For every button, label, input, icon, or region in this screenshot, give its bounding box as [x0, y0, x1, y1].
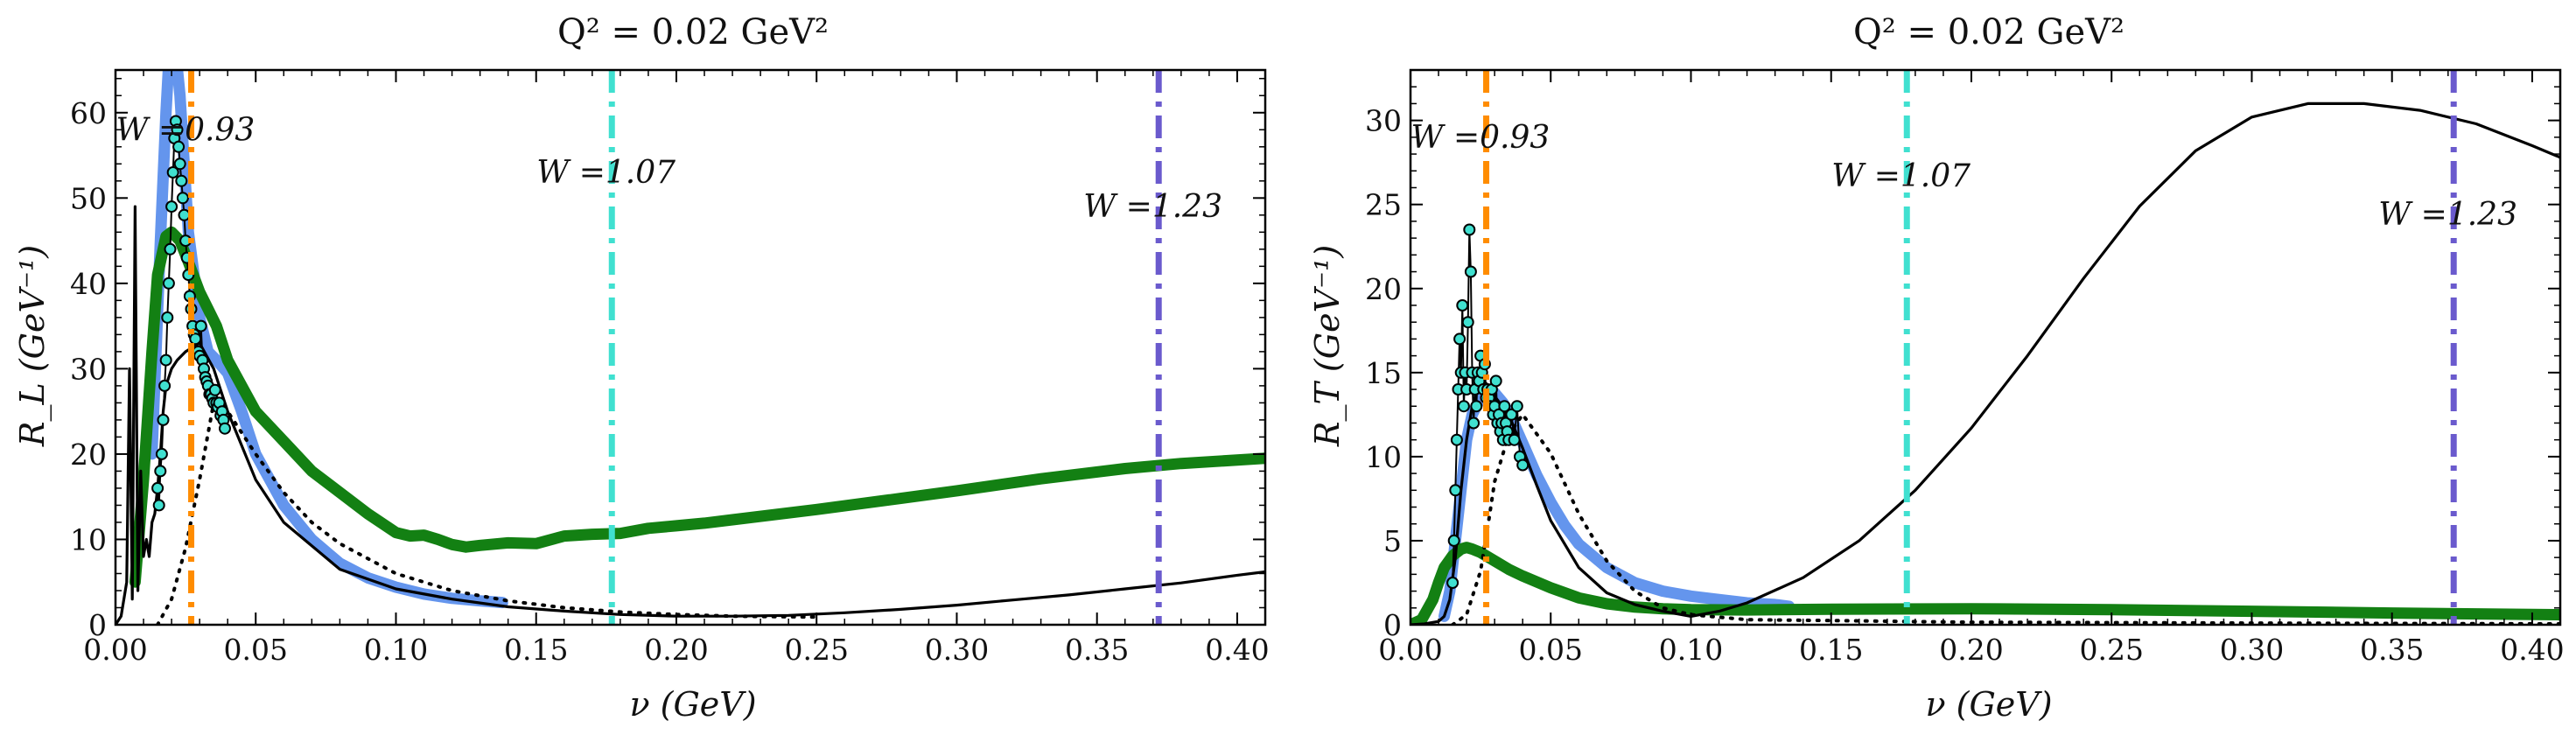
panel-rl-x-tick-label: 0.10 — [364, 633, 428, 667]
panel-rt-vline-label-1: W =1.07 — [1831, 158, 1970, 194]
panel-rl-y-tick-label: 10 — [70, 522, 107, 556]
panel-rl-data-point — [208, 383, 221, 396]
panel-rt-data-point — [1464, 265, 1477, 278]
panel-rt-data-point — [1516, 458, 1530, 472]
panel-rt-data-point — [1467, 416, 1480, 430]
panel-rl-data-point — [165, 200, 178, 214]
panel-rl-data-point — [171, 123, 184, 136]
panel-rl-data-point — [173, 158, 186, 171]
panel-rt-plot-area: W =0.93 W =1.07 W =1.23 0.00 0.05 0.10 0.15 0.2… — [1365, 68, 2565, 667]
panel-rl-y-tick-label: 0 — [88, 608, 107, 642]
panel-rl-x-axis-label: ν (GeV) — [629, 685, 756, 724]
panel-rl-series-layer — [116, 70, 1265, 625]
panel-rl-x-tick-label: 0.35 — [1065, 633, 1129, 667]
panel-rt-axes-frame — [1409, 68, 2562, 626]
panel-rt-y-tick-label: 30 — [1365, 104, 1402, 138]
panel-rl-vline-label-1: W =1.07 — [536, 155, 676, 191]
panel-rt-data-point — [1508, 433, 1521, 446]
panel-rt-data-point — [1461, 316, 1474, 329]
panel-rt-data-point — [1450, 433, 1463, 446]
panel-rl-data-point — [155, 447, 168, 460]
panel-rl-axes-frame — [114, 68, 1267, 626]
panel-rt-y-tick-label: 20 — [1365, 272, 1402, 306]
panel-rl-vline-label-2: W =1.23 — [1083, 189, 1222, 225]
panel-rt-data-point — [1489, 374, 1502, 388]
panel-rl-plot-area: W =0.93 W =1.07 W =1.23 0.00 0.05 0.10 0.15 0.2… — [70, 68, 1270, 667]
panel-rt-y-tick-label: 5 — [1383, 524, 1402, 558]
panel-rt: Q² = 0.02 GeV² W =0.93 W =1.07 W =1.23 0.00… — [1308, 12, 2565, 724]
panel-rl-data-point — [194, 319, 207, 332]
panel-rt-y-tick-label: 10 — [1365, 440, 1402, 474]
panel-rt-data-point — [1456, 299, 1469, 312]
panel-rl-data-point — [161, 311, 174, 324]
panel-rt-data-point — [1470, 400, 1483, 413]
panel-rl-data-point — [159, 354, 172, 367]
panel-rt-vline-label-2: W =1.23 — [2378, 197, 2517, 233]
panel-rt-data-point — [1449, 484, 1462, 497]
panel-rl-x-tick-label: 0.00 — [83, 633, 147, 667]
panel-rt-x-tick-label: 0.05 — [1519, 633, 1583, 667]
panel-rt-x-tick-label: 0.20 — [1939, 633, 2003, 667]
panel-rl-series-thick-1 — [129, 226, 1265, 588]
panel-rl-data-point — [154, 465, 167, 478]
panel-rl-series-dotted-3 — [156, 401, 819, 625]
panel-rl-x-tick-label: 0.20 — [644, 633, 708, 667]
panel-rt-data-point — [1505, 408, 1518, 421]
panel-rl-data-point — [189, 332, 202, 346]
panel-rt-y-tick-label: 25 — [1365, 188, 1402, 222]
panel-rt-data-point — [1498, 400, 1511, 413]
panel-rt-data-point — [1457, 400, 1470, 413]
panel-rl-x-tick-label: 0.25 — [784, 633, 848, 667]
panel-rt-vline-label-0: W =0.93 — [1411, 120, 1550, 156]
panel-rl: Q² = 0.02 GeV² W =0.93 W =1.07 W =1.23 0.00… — [13, 12, 1270, 724]
panel-rl-data-point — [176, 192, 189, 205]
panel-rt-x-tick-label: 0.10 — [1659, 633, 1723, 667]
panel-rl-data-point — [152, 499, 165, 512]
panel-rl-y-tick-label: 30 — [70, 352, 107, 386]
panel-rl-y-tick-label: 60 — [70, 96, 107, 130]
panel-rt-data-point — [1510, 400, 1523, 413]
panel-rl-data-point — [151, 481, 164, 494]
panel-rt-title: Q² = 0.02 GeV² — [1853, 12, 2124, 52]
panel-rl-y-tick-label: 50 — [70, 181, 107, 215]
panel-rl-y-axis-label: R_L (GeV⁻¹) — [13, 245, 52, 447]
panel-rl-data-point — [162, 276, 175, 290]
panel-rt-series-thin-2 — [1410, 102, 2560, 625]
panel-rt-data-point — [1447, 534, 1460, 547]
panel-rl-data-point — [172, 140, 186, 153]
panel-rt-x-tick-label: 0.25 — [2079, 633, 2143, 667]
panel-rt-series-layer — [1410, 70, 2560, 625]
panel-rl-x-tick-label: 0.40 — [1205, 633, 1269, 667]
panel-rl-data-point — [166, 166, 179, 178]
panel-rt-data-point — [1446, 577, 1460, 589]
panel-rt-data-point — [1453, 332, 1466, 346]
panel-rl-title: Q² = 0.02 GeV² — [557, 12, 829, 52]
panel-rt-x-tick-label: 0.40 — [2500, 633, 2564, 667]
panel-rl-data-point — [175, 174, 188, 187]
panel-rt-x-tick-label: 0.30 — [2220, 633, 2284, 667]
panel-rt-data-point — [1463, 223, 1476, 236]
panel-rt-x-axis-label: ν (GeV) — [1925, 685, 2052, 724]
panel-rl-x-tick-label: 0.05 — [224, 633, 288, 667]
panel-rl-x-tick-label: 0.15 — [504, 633, 568, 667]
panel-rl-data-point — [178, 208, 191, 221]
panel-rt-series-thick-1 — [1410, 542, 2560, 625]
panel-rt-x-tick-label: 0.00 — [1378, 633, 1442, 667]
panel-rt-x-tick-label: 0.15 — [1799, 633, 1863, 667]
panel-rl-vline-label-0: W =0.93 — [116, 112, 256, 148]
panel-rt-x-tick-label: 0.35 — [2360, 633, 2424, 667]
panel-rl-data-point — [219, 422, 231, 435]
panel-rt-y-axis-label: R_T (GeV⁻¹) — [1308, 245, 1348, 447]
panel-rl-data-point — [157, 413, 170, 426]
panel-rl-data-point — [158, 379, 172, 392]
panel-rt-y-tick-label: 15 — [1365, 356, 1402, 390]
panel-rl-y-tick-label: 20 — [70, 438, 107, 472]
panel-rl-x-tick-label: 0.30 — [925, 633, 989, 667]
panel-rl-data-point — [164, 242, 177, 256]
panel-rl-y-tick-label: 40 — [70, 267, 107, 301]
panel-rt-y-tick-label: 0 — [1383, 608, 1402, 642]
